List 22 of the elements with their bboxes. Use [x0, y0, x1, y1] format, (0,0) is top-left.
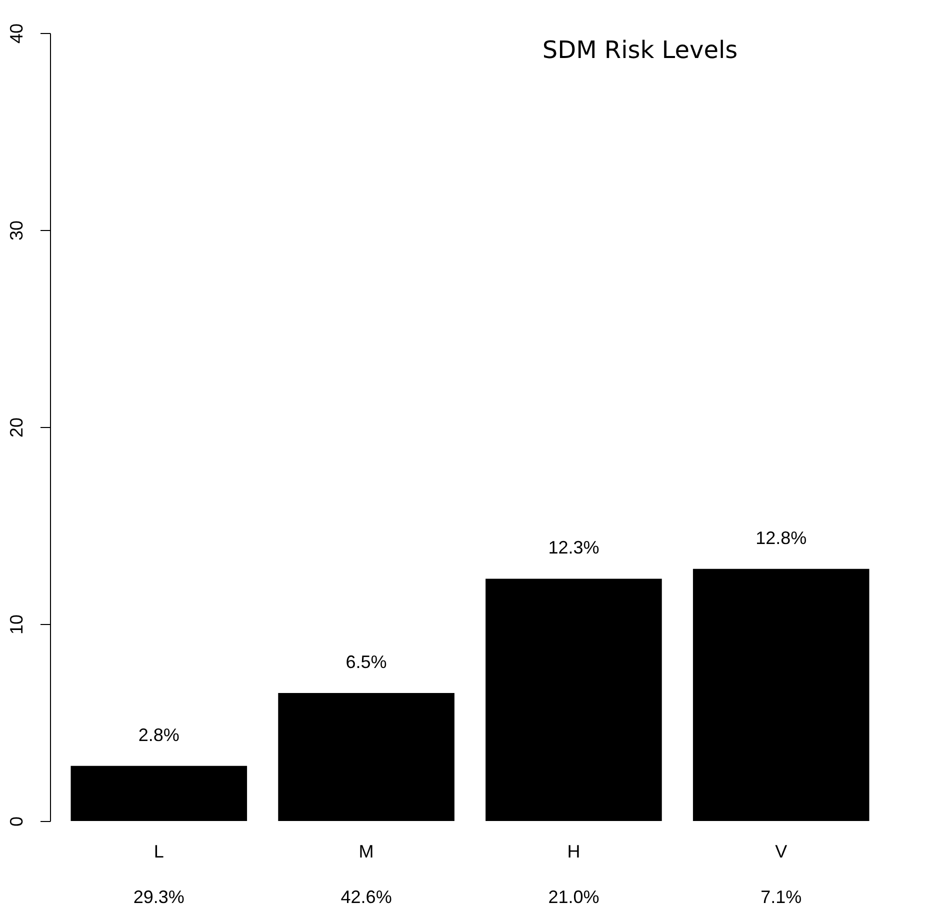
bar [692, 568, 870, 821]
y-tick-label: 10 [6, 614, 26, 635]
data-label: 2.8% [138, 724, 180, 745]
text: 42.6% [340, 887, 392, 907]
bar [486, 578, 662, 821]
data-label: 12.3% [548, 538, 600, 558]
text: 7.1% [760, 887, 802, 907]
text: 21.0% [548, 887, 600, 907]
chart-title: SDM Risk Levels [542, 36, 738, 64]
y-tick-label: 40 [6, 23, 26, 44]
y-tick-label: 30 [6, 220, 26, 241]
x-tick-label: H [567, 842, 580, 862]
x-tick-label: L [154, 842, 164, 862]
x-tick-label: V [775, 842, 788, 862]
data-label: 12.8% [756, 528, 807, 548]
bar [70, 766, 248, 821]
bar [278, 692, 454, 821]
y-tick-label: 0 [6, 816, 26, 827]
data-label: 6.5% [346, 652, 387, 672]
x-tick-label: M [358, 842, 374, 862]
y-tick-label: 20 [6, 417, 26, 438]
text: 29.3% [133, 887, 184, 907]
